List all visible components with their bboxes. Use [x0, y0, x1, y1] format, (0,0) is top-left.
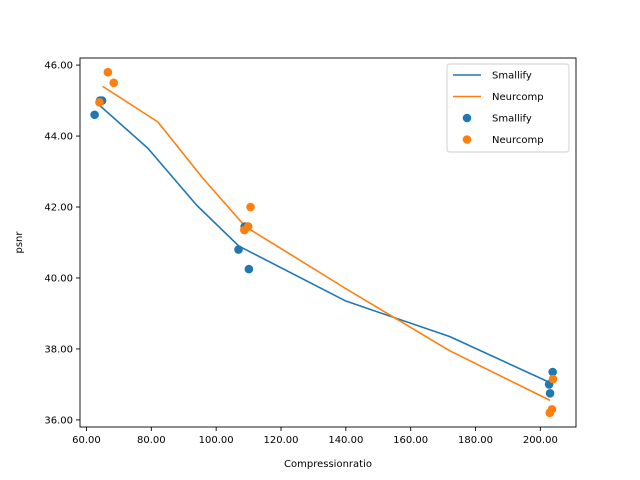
x-tick-label: 60.00: [72, 435, 101, 446]
smallify-scatter-point: [548, 367, 557, 377]
x-tick-label: 160.00: [393, 435, 428, 446]
smallify-scatter-point: [244, 264, 254, 274]
y-axis-label: psnr: [14, 231, 25, 254]
neurcomp-scatter-point: [548, 374, 558, 384]
x-tick-label: 100.00: [199, 435, 234, 446]
neurcomp-scatter-point: [243, 222, 253, 231]
neurcomp-scatter-point: [109, 78, 119, 88]
smallify-scatter-point: [234, 245, 243, 254]
x-tick-label: 80.00: [137, 435, 166, 446]
smallify-scatter-point: [90, 110, 99, 120]
x-tick-label: 180.00: [458, 435, 493, 446]
legend-neurcomp-scatter-label: Neurcomp: [492, 135, 544, 146]
legend-smallify-scatter-label: Smallify: [492, 114, 532, 125]
y-tick-label: 44.00: [44, 132, 73, 143]
legend-smallify-line-label: Smallify: [492, 71, 532, 82]
axes-frame: [79, 57, 577, 428]
legend: Smallify Neurcomp Smallify Neurcomp: [446, 63, 570, 153]
y-tick-label: 40.00: [44, 273, 73, 284]
x-tick-label: 140.00: [328, 435, 363, 446]
axes: 60.00 80.00 100.00 120.00 140.00 160.00 180.00…: [44, 57, 577, 446]
y-tick-label: 38.00: [44, 344, 73, 355]
x-tick-label: 200.00: [523, 435, 558, 446]
neurcomp-scatter-point: [103, 67, 113, 77]
legend-neurcomp-line-label: Neurcomp: [492, 92, 544, 103]
legend-neurcomp-scatter-swatch: [462, 135, 472, 144]
legend-smallify-scatter-swatch: [462, 113, 472, 123]
smallify-scatter-point: [545, 388, 555, 398]
neurcomp-scatter-point: [547, 404, 557, 414]
neurcomp-scatter-point: [246, 202, 255, 212]
neurcomp-scatter-point: [95, 98, 104, 107]
y-tick-label: 42.00: [44, 203, 73, 214]
plot-area: [90, 67, 558, 418]
x-tick-label: 120.00: [263, 435, 298, 446]
y-tick-label: 36.00: [44, 415, 73, 426]
x-axis-label: Compressionratio: [284, 459, 372, 470]
y-tick-label: 46.00: [44, 61, 73, 72]
legend-box: [446, 63, 570, 153]
